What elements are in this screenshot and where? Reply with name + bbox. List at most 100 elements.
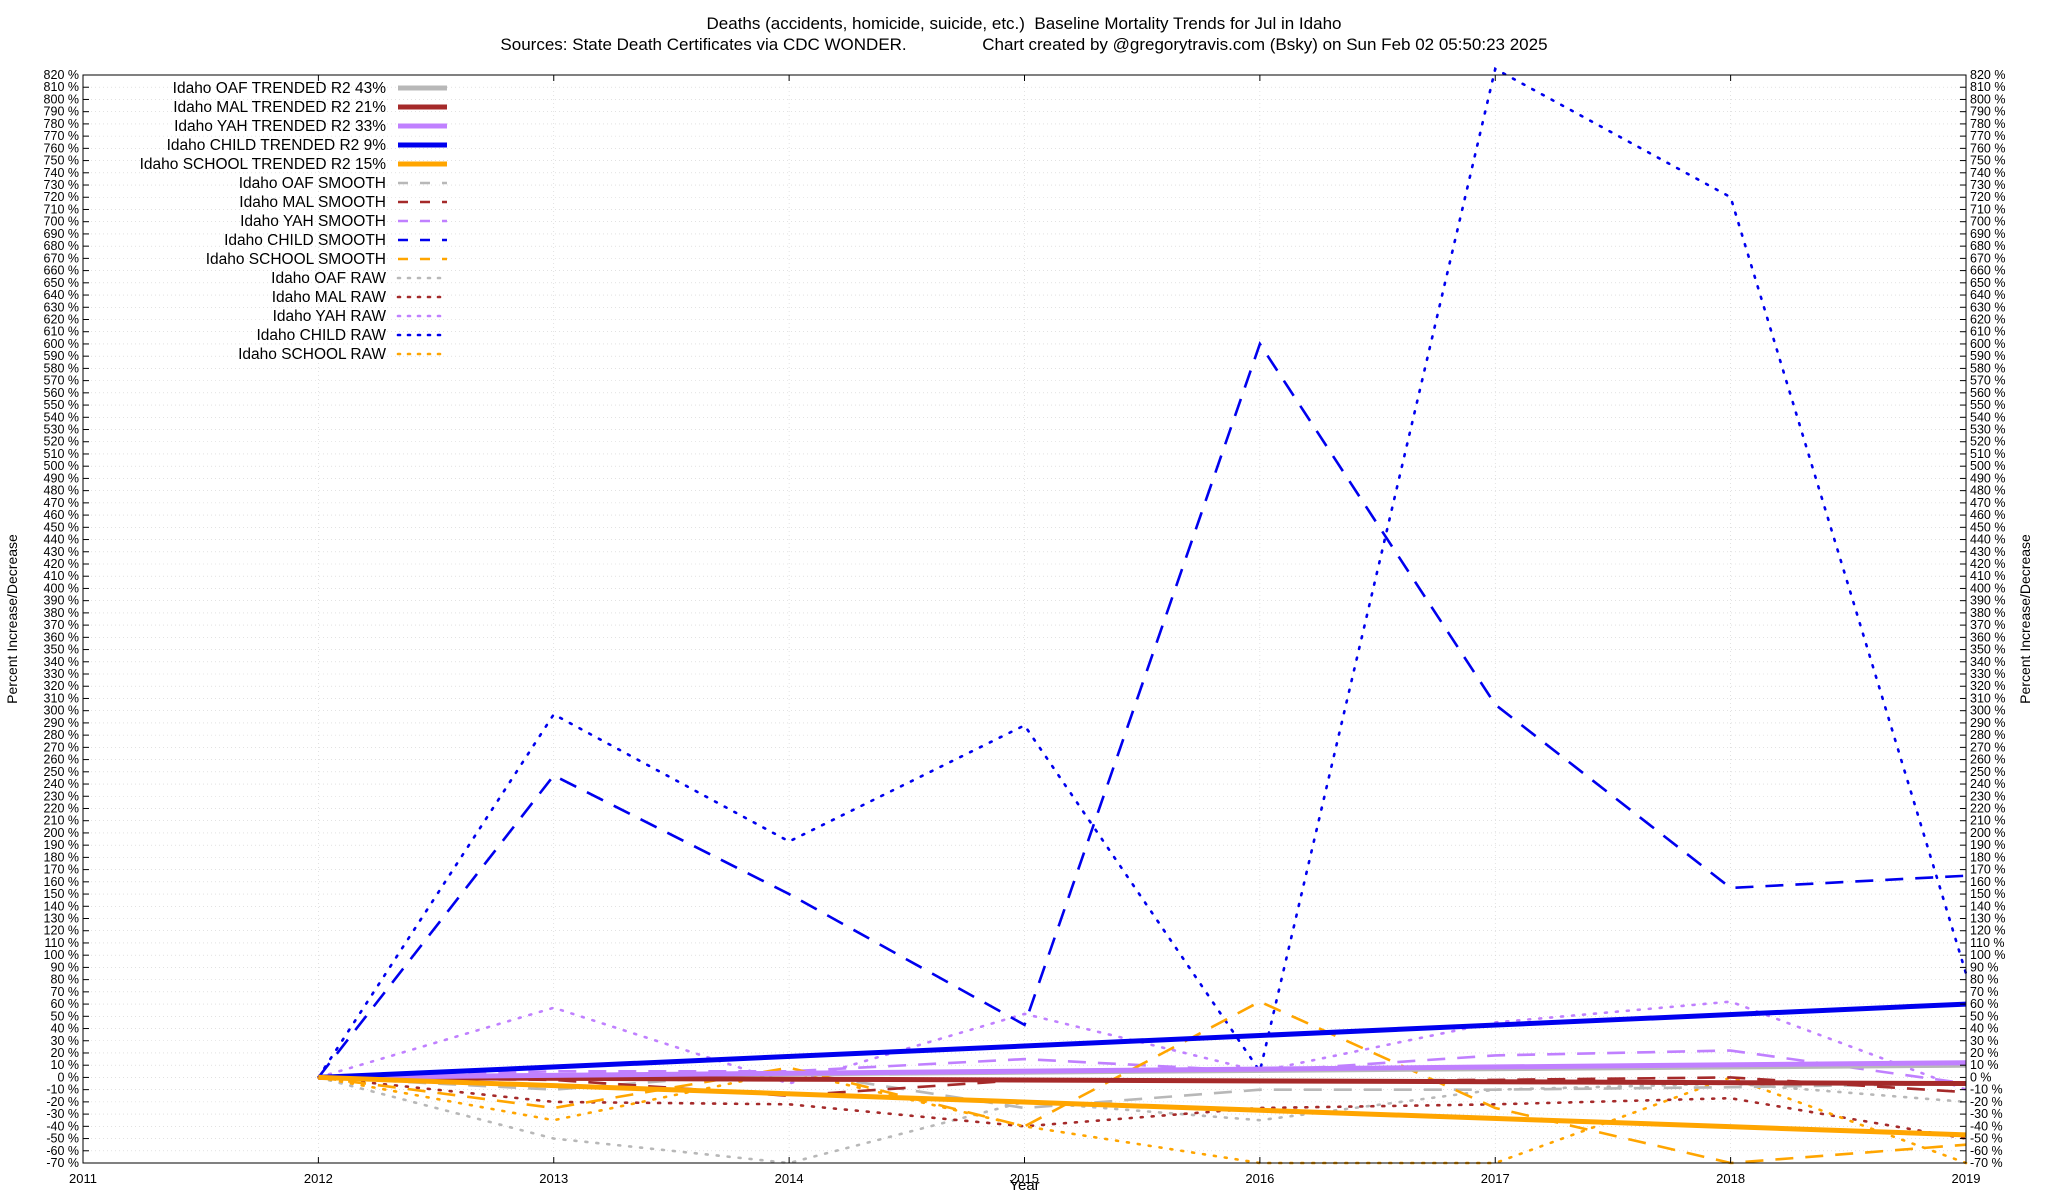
legend-label: Idaho OAF TRENDED R2 43% — [173, 80, 387, 97]
y2-tick-label: 20 % — [1970, 1046, 1999, 1060]
y-tick-label: 470 % — [44, 496, 79, 510]
axes: -70 % -70 %-60 % -60 %-50 % -50 %-40 % -40 %… — [44, 68, 2006, 1186]
y-tick-label: 0 % — [57, 1070, 79, 1084]
y2-tick-label: 140 % — [1970, 899, 2005, 913]
x-tick-label: 2019 — [1952, 1171, 1981, 1186]
y-tick-label: 360 % — [44, 630, 79, 644]
y2-tick-label: 640 % — [1970, 288, 2005, 302]
y2-tick-label: 30 % — [1970, 1034, 1999, 1048]
y2-tick-label: 580 % — [1970, 361, 2005, 375]
y2-tick-label: 150 % — [1970, 887, 2005, 901]
y2-tick-label: 660 % — [1970, 264, 2005, 278]
y-tick-label: 590 % — [44, 349, 79, 363]
y-tick-label: 670 % — [44, 251, 79, 265]
y2-tick-label: 420 % — [1970, 557, 2005, 571]
y2-tick-label: 260 % — [1970, 753, 2005, 767]
y2-tick-label: -60 % — [1970, 1144, 2003, 1158]
legend-label: Idaho CHILD TRENDED R2 9% — [167, 137, 387, 154]
y2-tick-label: 730 % — [1970, 178, 2005, 192]
y2-tick-label: 510 % — [1970, 447, 2005, 461]
series-line-yah-trend — [318, 1060, 1967, 1080]
y2-tick-label: 290 % — [1970, 716, 2005, 730]
y-tick-label: -30 % — [46, 1107, 79, 1121]
series-line-mal-trend — [318, 1074, 1967, 1087]
legend: Idaho OAF TRENDED R2 43% Idaho MAL TRENDE… — [140, 80, 449, 363]
y2-tick-label: 390 % — [1970, 594, 2005, 608]
y-tick-label: 10 % — [51, 1058, 80, 1072]
y2-tick-label: 760 % — [1970, 141, 2005, 155]
y-tick-label: -10 % — [46, 1083, 79, 1097]
series-layer — [317, 66, 1968, 1165]
y2-tick-label: 330 % — [1970, 667, 2005, 681]
y-tick-label: 500 % — [44, 459, 79, 473]
y2-tick-label: 320 % — [1970, 679, 2005, 693]
y-tick-label: 310 % — [44, 691, 79, 705]
y2-tick-label: 550 % — [1970, 398, 2005, 412]
y-tick-label: 110 % — [44, 936, 79, 950]
y-tick-label: 120 % — [44, 924, 79, 938]
y2-tick-label: -40 % — [1970, 1119, 2003, 1133]
x-tick-label: 2011 — [69, 1171, 97, 1186]
y2-tick-label: 190 % — [1970, 838, 2005, 852]
y-tick-label: 80 % — [51, 973, 80, 987]
legend-label: Idaho SCHOOL RAW — [238, 346, 386, 363]
y-tick-label: 820 % — [44, 68, 79, 82]
y-tick-label: 620 % — [44, 312, 79, 326]
y2-tick-label: 630 % — [1970, 300, 2005, 314]
y-tick-label: 510 % — [44, 447, 79, 461]
y2-tick-label: 200 % — [1970, 826, 2005, 840]
y-tick-label: 70 % — [51, 985, 80, 999]
y2-tick-label: 650 % — [1970, 276, 2005, 290]
y-tick-label: 170 % — [44, 863, 79, 877]
y-tick-label: 340 % — [44, 655, 79, 669]
y-tick-label: 190 % — [44, 838, 79, 852]
y2-tick-label: 350 % — [1970, 643, 2005, 657]
y2-tick-label: 100 % — [1970, 948, 2005, 962]
y-tick-label: 250 % — [44, 765, 79, 779]
y2-tick-label: 90 % — [1970, 960, 1999, 974]
y2-tick-label: 530 % — [1970, 423, 2005, 437]
series-line-school-trend — [318, 1074, 1967, 1138]
y2-tick-label: 370 % — [1970, 618, 2005, 632]
y-tick-label: 460 % — [44, 508, 79, 522]
y2-axis-label: Percent Increase/Decrease — [2017, 534, 2033, 704]
legend-label: Idaho MAL SMOOTH — [239, 194, 386, 211]
y2-tick-label: 360 % — [1970, 630, 2005, 644]
y2-tick-label: 700 % — [1970, 215, 2005, 229]
legend-label: Idaho YAH RAW — [273, 308, 387, 325]
y-tick-label: 630 % — [44, 300, 79, 314]
y-tick-label: 550 % — [44, 398, 79, 412]
y-tick-label: 770 % — [44, 129, 79, 143]
y-tick-label: 430 % — [44, 545, 79, 559]
y-tick-label: 330 % — [44, 667, 79, 681]
y2-tick-label: 790 % — [1970, 105, 2005, 119]
y2-tick-label: 470 % — [1970, 496, 2005, 510]
y-tick-label: 160 % — [44, 875, 79, 889]
y-tick-label: 240 % — [44, 777, 79, 791]
y2-tick-label: 710 % — [1970, 202, 2005, 216]
y-tick-label: 760 % — [44, 141, 79, 155]
y-tick-label: 350 % — [44, 643, 79, 657]
y2-tick-label: 610 % — [1970, 325, 2005, 339]
y-tick-label: 640 % — [44, 288, 79, 302]
series-line-child-raw — [317, 66, 1968, 1079]
y-tick-label: 740 % — [44, 166, 79, 180]
y-tick-label: 520 % — [44, 435, 79, 449]
y-tick-label: 290 % — [44, 716, 79, 730]
y2-tick-label: 160 % — [1970, 875, 2005, 889]
y-tick-label: 260 % — [44, 753, 79, 767]
y-tick-label: 210 % — [44, 814, 79, 828]
y-tick-label: 140 % — [44, 899, 79, 913]
y2-tick-label: 80 % — [1970, 973, 1999, 987]
y-tick-label: 730 % — [44, 178, 79, 192]
y2-tick-label: 280 % — [1970, 728, 2005, 742]
y2-tick-label: 680 % — [1970, 239, 2005, 253]
y2-tick-label: 170 % — [1970, 863, 2005, 877]
y2-tick-label: -30 % — [1970, 1107, 2003, 1121]
x-axis-label: Year — [1009, 1177, 1039, 1194]
y-tick-label: 390 % — [44, 594, 79, 608]
y-tick-label: 370 % — [44, 618, 79, 632]
y-tick-label: 30 % — [51, 1034, 80, 1048]
chart-title: Deaths (accidents, homicide, suicide, et… — [706, 14, 1342, 33]
